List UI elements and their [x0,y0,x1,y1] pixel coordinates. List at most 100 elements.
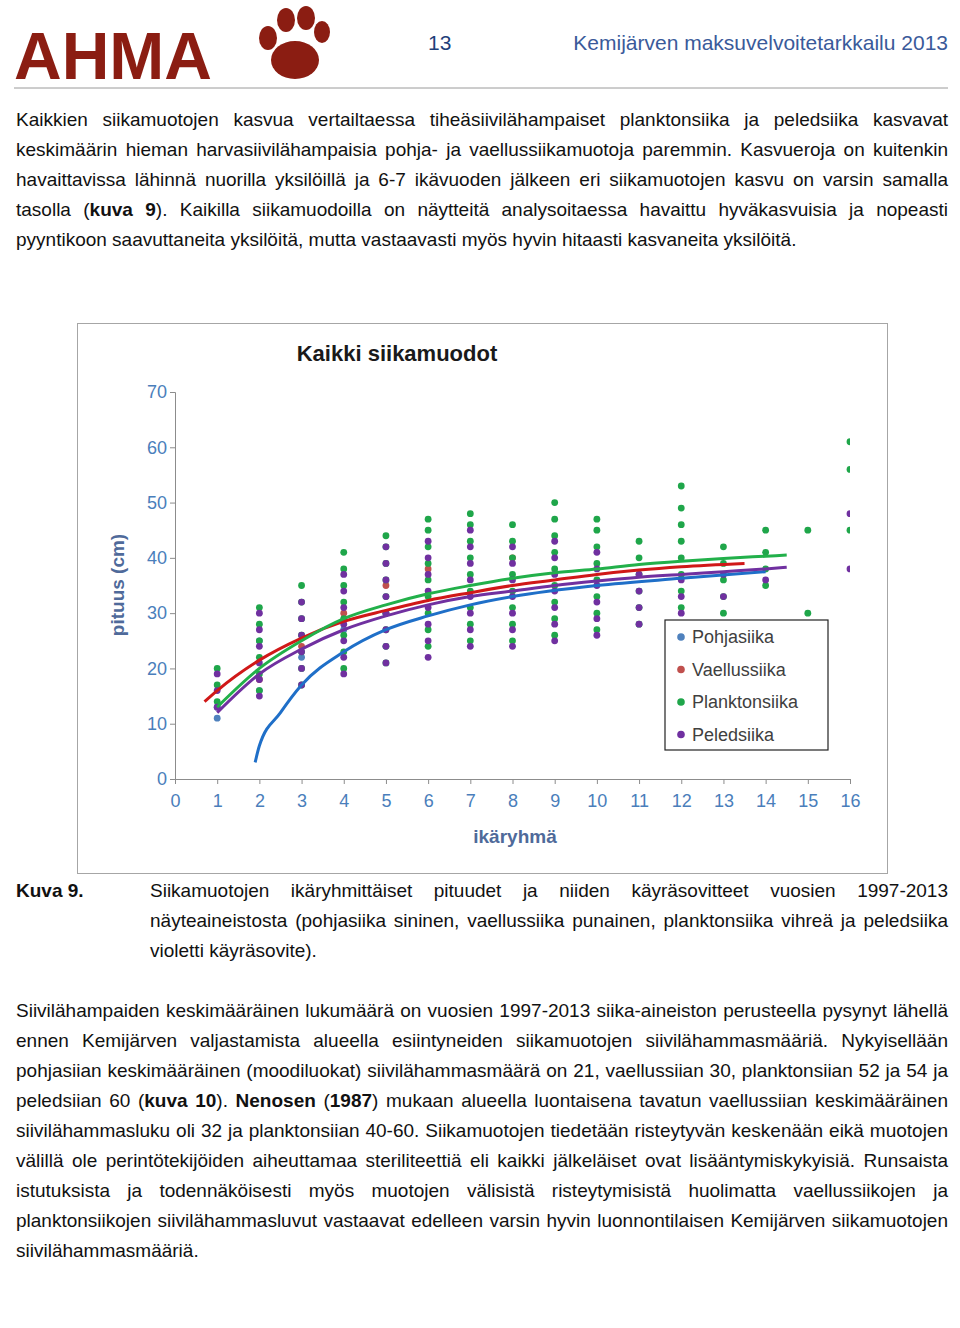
tick: 8 [508,779,518,811]
tick-label: 70 [147,382,167,402]
tick: 9 [550,779,560,811]
data-point [256,643,263,650]
paw-pad [271,41,319,79]
tick-label: 15 [798,791,818,811]
plot-area [205,438,850,762]
data-point [509,610,516,617]
caption-label: Kuva 9. [16,876,84,906]
tick-label: 0 [170,791,180,811]
tick-mark [170,779,175,780]
tick-mark [259,779,260,784]
data-point [340,549,347,556]
data-point [383,593,390,600]
data-point [298,582,305,589]
x-axis: 012345678910111213141516 [170,779,860,811]
data-point [383,643,390,650]
tick-mark [555,779,556,784]
data-point [467,527,474,534]
bold-text: kuva 10 [144,1090,216,1111]
tick-label: 40 [147,548,167,568]
data-point [383,577,390,584]
axis-line [170,393,176,780]
paragraph: Kaikkien siikamuotojen kasvua vertailtae… [16,105,948,255]
tick-mark [170,447,175,448]
point-series [214,610,390,722]
data-point [340,637,347,644]
legend-label: Vaellussiika [692,660,787,680]
logo-paw [259,6,330,79]
tick-label: 3 [297,791,307,811]
tick-mark [386,779,387,784]
tick-mark [344,779,345,784]
data-point [214,671,221,678]
y-axis-title: pituus (cm) [107,534,128,636]
tick-mark [170,503,175,504]
data-point [720,593,727,600]
data-point [593,527,600,534]
tick-label: 30 [147,603,167,623]
tick: 7 [466,779,476,811]
data-point [720,543,727,550]
data-point [383,543,390,550]
tick-mark [217,779,218,784]
data-point [720,610,727,617]
data-point [467,560,474,567]
paw-toe [297,6,315,30]
tick-label: 7 [466,791,476,811]
data-point [383,643,390,650]
point-series [256,554,516,682]
paw-toe [277,8,295,32]
tick-mark [808,779,809,784]
data-point [425,571,432,578]
data-point [678,593,685,600]
y-axis: 010203040506070 [147,382,176,789]
tick-mark [681,779,682,784]
data-point [383,560,390,567]
data-point [425,527,432,534]
tick: 11 [630,779,649,811]
data-point [636,621,643,628]
tick-mark [597,779,598,784]
data-point [214,715,221,722]
tick: 10 [147,714,175,734]
tick: 3 [297,779,307,811]
bold-text: kuva 9 [90,199,156,220]
tick-label: 8 [508,791,518,811]
legend-marker [677,666,685,674]
data-point [636,588,643,595]
data-point [636,588,643,595]
data-point [383,543,390,550]
data-point [383,660,390,667]
tick-mark [170,558,175,559]
data-point [383,577,390,584]
data-point [383,660,390,667]
data-point [340,588,347,595]
tick-label: 10 [587,791,607,811]
tick-mark [723,779,724,784]
header-rule [14,88,948,89]
tick: 10 [587,779,607,811]
data-point [593,632,600,639]
tick: 4 [339,779,349,811]
data-point [425,637,432,644]
tick: 6 [424,779,434,811]
data-point [593,599,600,606]
data-point [762,527,769,534]
tick-mark [170,724,175,725]
data-point [256,626,263,633]
data-point [383,560,390,567]
legend-label: Pohjasiika [692,627,775,647]
paw-toe [314,21,330,43]
tick-mark [850,779,851,784]
tick-mark [639,779,640,784]
paw-toe [259,26,277,50]
legend-marker [677,633,685,641]
text-run: ). Kaikilla siikamuodoilla on näytteitä … [16,199,948,250]
tick: 5 [381,779,391,811]
data-point [298,665,305,672]
tick-label: 13 [714,791,734,811]
data-point [340,604,347,611]
data-point [298,599,305,606]
data-point [720,593,727,600]
data-point [636,604,643,611]
